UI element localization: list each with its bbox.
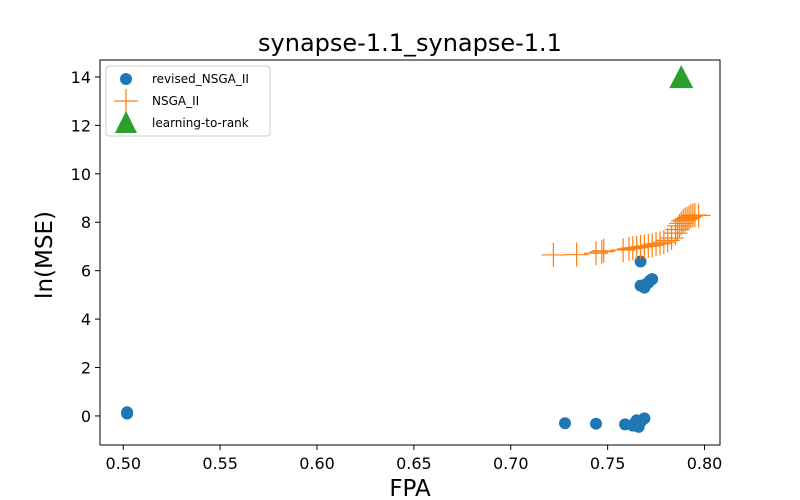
- y-tick-label: 0: [81, 407, 91, 426]
- x-tick-label: 0.70: [493, 454, 529, 473]
- point-learning-to-rank: [669, 65, 694, 89]
- x-tick-label: 0.65: [396, 454, 432, 473]
- point-revised-nsga-ii: [646, 273, 659, 286]
- y-tick-label: 4: [81, 310, 91, 329]
- y-tick-label: 8: [81, 213, 91, 232]
- legend: revised_NSGA_II NSGA_II learning-to-rank: [105, 65, 271, 137]
- chart-title: synapse-1.1_synapse-1.1: [258, 29, 562, 57]
- x-axis-label: FPA: [389, 476, 431, 500]
- point-nsga-ii: [591, 238, 616, 263]
- y-tick-label: 6: [81, 262, 91, 281]
- point-revised-nsga-ii: [121, 407, 134, 420]
- y-tick-label: 10: [71, 165, 91, 184]
- legend-label-nsga-ii: NSGA_II: [152, 94, 199, 108]
- y-tick-label: 2: [81, 359, 91, 378]
- point-nsga-ii: [564, 242, 589, 267]
- y-tick-label: 14: [71, 68, 91, 87]
- point-nsga-ii: [677, 205, 701, 230]
- x-tick-label: 0.55: [202, 454, 238, 473]
- point-revised-nsga-ii: [638, 412, 651, 425]
- plot-frame: [99, 59, 721, 446]
- point-nsga-ii: [686, 203, 711, 228]
- x-tick-label: 0.80: [687, 454, 723, 473]
- point-nsga-ii: [663, 221, 688, 246]
- legend-label-learning-to-rank: learning-to-rank: [152, 116, 249, 130]
- point-revised-nsga-ii: [590, 417, 602, 430]
- point-nsga-ii: [541, 242, 566, 267]
- point-revised-nsga-ii: [634, 255, 647, 268]
- legend-label-revised-nsga-ii: revised_NSGA_II: [152, 72, 249, 86]
- plot-marks: [121, 65, 711, 433]
- legend-marker-learning-to-rank: [115, 111, 137, 133]
- y-axis: 0 2 4 6 8 10 12 14: [71, 68, 100, 426]
- legend-box: [105, 65, 271, 137]
- point-nsga-ii: [589, 239, 614, 264]
- x-tick-label: 0.50: [105, 454, 141, 473]
- x-tick-label: 0.60: [299, 454, 335, 473]
- y-axis-label: ln(MSE): [32, 211, 58, 299]
- point-nsga-ii: [611, 238, 636, 263]
- x-axis: 0.50 0.55 0.60 0.65 0.70 0.75 0.80: [105, 445, 722, 473]
- x-tick-label: 0.75: [590, 454, 626, 473]
- y-tick-label: 12: [71, 116, 91, 135]
- legend-marker-nsga-ii: [114, 89, 138, 113]
- point-revised-nsga-ii: [559, 417, 571, 430]
- legend-marker-revised-nsga-ii: [120, 73, 132, 85]
